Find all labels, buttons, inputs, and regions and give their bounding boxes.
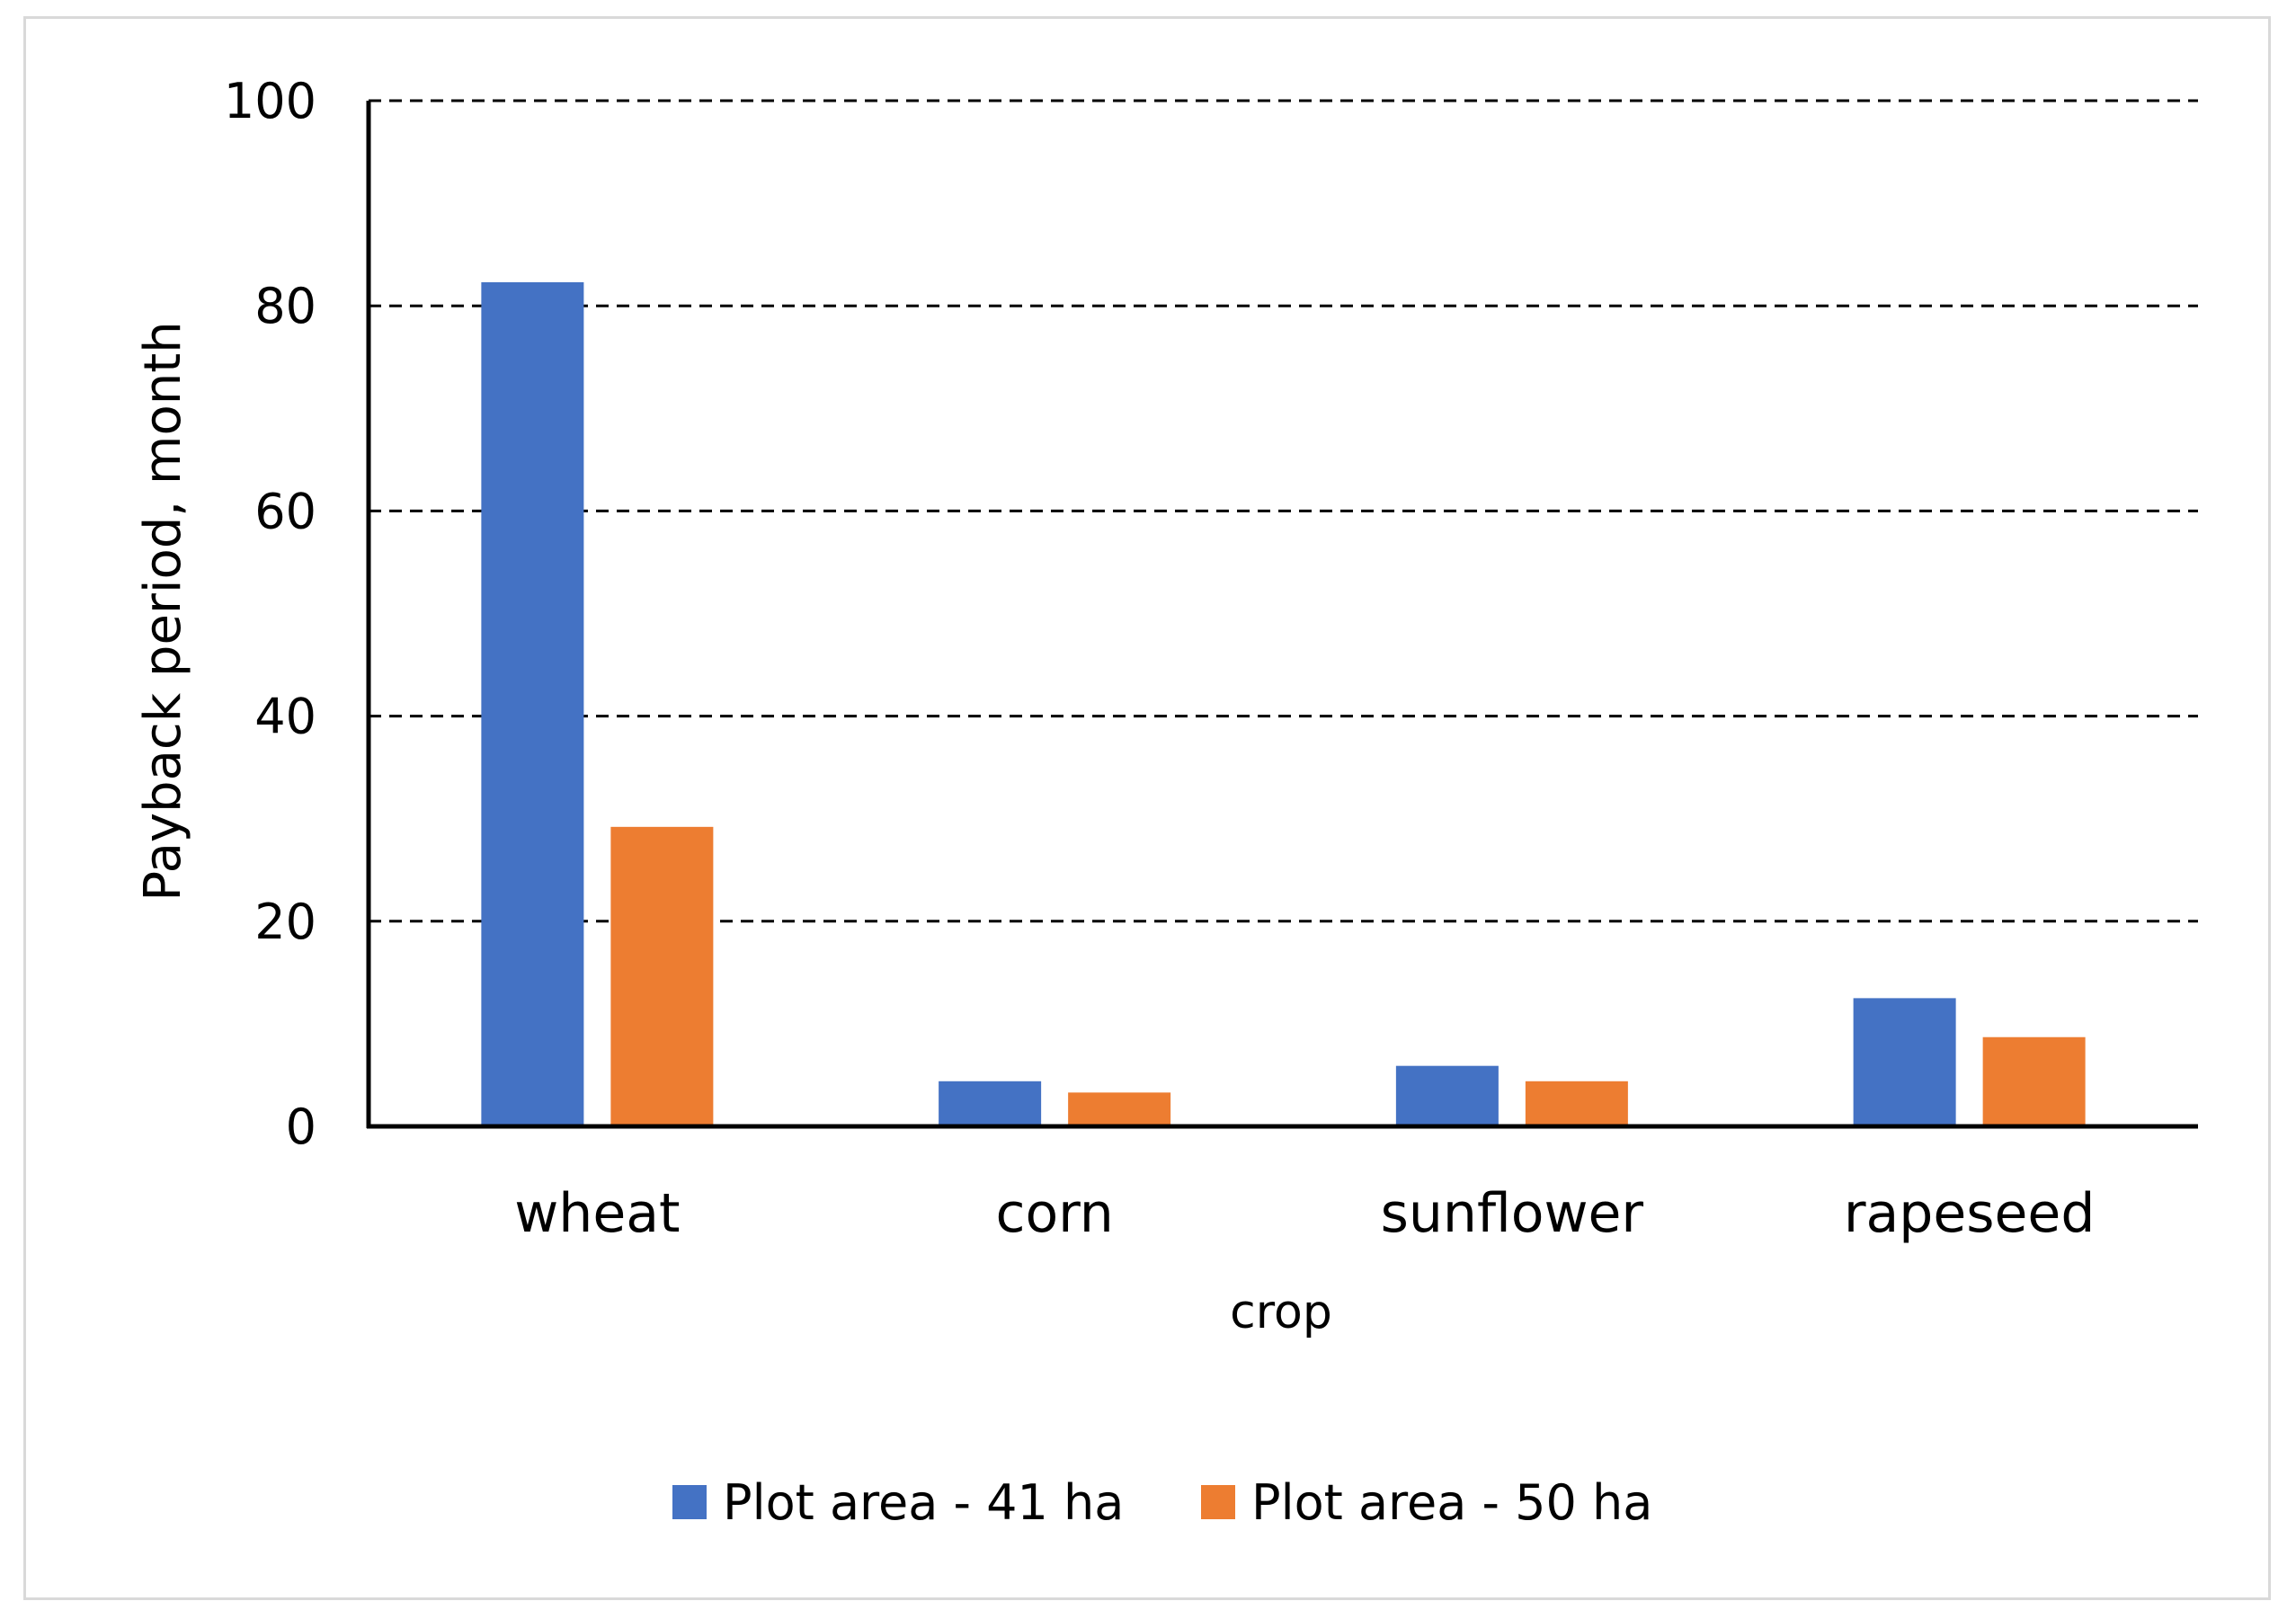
- y-tick-label: 80: [254, 278, 316, 334]
- y-tick-label: 40: [254, 689, 316, 745]
- bar-wheat-series-1: [481, 281, 584, 1126]
- y-tick-label: 0: [286, 1099, 316, 1155]
- bar-wheat-series-2: [610, 826, 714, 1126]
- legend: Plot area - 41 ha Plot area - 50 ha: [672, 1474, 1652, 1531]
- bar-rapeseed-series-2: [1982, 1036, 2086, 1126]
- legend-label-series-2: Plot area - 50 ha: [1251, 1474, 1652, 1531]
- legend-swatch-series-2: [1201, 1485, 1235, 1519]
- bar-sunflower-series-2: [1525, 1081, 1628, 1126]
- bar-rapeseed-series-1: [1853, 998, 1956, 1126]
- bar-corn-series-2: [1068, 1092, 1171, 1126]
- x-category-label-sunflower: sunflower: [1381, 1182, 1644, 1245]
- x-category-label-rapeseed: rapeseed: [1844, 1182, 2096, 1245]
- gridlines: [369, 99, 2198, 923]
- legend-label-series-1: Plot area - 41 ha: [723, 1474, 1124, 1531]
- chart-frame: [23, 16, 2271, 1600]
- bar-corn-series-1: [939, 1081, 1042, 1126]
- y-tick-label: 20: [254, 894, 316, 950]
- x-category-label-corn: corn: [995, 1182, 1113, 1245]
- y-tick-label: 100: [224, 73, 316, 129]
- y-tick-label: 60: [254, 483, 316, 539]
- x-category-label-wheat: wheat: [514, 1182, 680, 1245]
- y-axis-title: Payback period, month: [134, 321, 192, 901]
- bars: [481, 281, 2086, 1126]
- x-category-labels: wheat corn sunflower rapeseed: [514, 1182, 2095, 1245]
- x-axis-title: crop: [1230, 1285, 1332, 1339]
- bar-sunflower-series-1: [1395, 1065, 1499, 1126]
- y-tick-labels: 0 20 40 60 80 100: [224, 73, 316, 1155]
- legend-swatch-series-1: [672, 1485, 707, 1519]
- axes: [366, 101, 2198, 1129]
